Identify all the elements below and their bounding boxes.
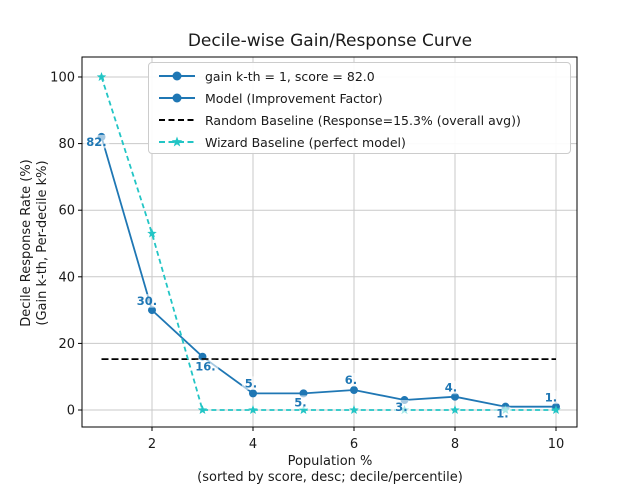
- data-label-bbox: [341, 373, 361, 387]
- wizard-baseline-line: [100, 76, 556, 411]
- data-label-bbox: [291, 395, 310, 409]
- data-label: 6.: [345, 373, 357, 387]
- data-point-marker: [248, 389, 257, 398]
- legend-row: Wizard Baseline (perfect model): [158, 131, 570, 153]
- star-marker: [197, 405, 208, 415]
- data-label: 5.: [294, 395, 306, 409]
- legend-sample-circle-icon: [159, 93, 195, 103]
- data-label-bbox: [83, 134, 110, 149]
- data-point-marker: [147, 306, 156, 315]
- y-axis-label-line2: (Gain k-th, Per-decile k%): [35, 160, 50, 326]
- y-tick-label: 0: [67, 404, 75, 419]
- y-axis-label-line1: Decile Response Rate (%): [19, 159, 34, 327]
- data-label: 82.: [86, 135, 106, 149]
- y-tick-label: 40: [58, 270, 75, 285]
- y-tick-label: 80: [58, 137, 75, 152]
- data-label-bbox: [541, 390, 561, 405]
- data-label: 3.: [395, 400, 407, 414]
- star-marker: [298, 405, 309, 415]
- legend-row: gain k-th = 1, score = 82.0: [158, 65, 570, 87]
- star-marker: [551, 405, 561, 415]
- y-tick-label: 100: [50, 70, 75, 85]
- x-tick-label: 10: [548, 437, 565, 452]
- legend: gain k-th = 1, score = 82.0 Model (Improv…: [148, 62, 571, 154]
- data-label-bbox: [441, 380, 461, 395]
- data-label-bbox: [493, 406, 512, 421]
- legend-row: Model (Improvement Factor): [158, 87, 570, 109]
- y-tick-label: 60: [58, 204, 75, 219]
- data-label: 1.: [496, 407, 508, 421]
- star-marker: [147, 228, 157, 238]
- legend-sample-star-icon: [159, 136, 195, 147]
- x-axis-label-line2: (sorted by score, desc; decile/percentil…: [197, 470, 463, 485]
- data-label-bbox: [392, 400, 411, 414]
- y-axis-label: Decile Response Rate (%) (Gain k-th, Per…: [19, 58, 53, 428]
- chart-title: Decile-wise Gain/Response Curve: [187, 31, 473, 51]
- data-label: 30.: [137, 294, 157, 308]
- x-tick-label: 6: [350, 437, 358, 452]
- legend-sample-circle-icon: [159, 71, 195, 81]
- data-label-bbox: [241, 376, 261, 390]
- x-axis-label: Population % (sorted by score, desc; dec…: [130, 454, 530, 486]
- axes-spines: [81, 56, 578, 428]
- data-label: 5.: [245, 376, 257, 390]
- star-marker: [248, 405, 258, 415]
- data-label: 1.: [545, 391, 557, 405]
- y-tick-label: 20: [58, 337, 75, 352]
- legend-label: Wizard Baseline (perfect model): [205, 134, 406, 150]
- data-point-marker: [450, 392, 459, 401]
- legend-sample-dashed-line-icon: [159, 119, 195, 121]
- legend-label: gain k-th = 1, score = 82.0: [205, 68, 375, 84]
- star-marker: [450, 405, 460, 415]
- model-line: [100, 136, 556, 408]
- star-marker: [349, 405, 359, 415]
- legend-label: Random Baseline (Response=15.3% (overall…: [205, 112, 521, 128]
- x-axis-label-line1: Population %: [287, 454, 373, 469]
- x-tick-label: 8: [451, 437, 459, 452]
- data-point-marker: [349, 386, 358, 395]
- data-label-bbox: [134, 294, 160, 308]
- x-tick-label: 2: [148, 437, 156, 452]
- data-label-bbox: [192, 359, 219, 374]
- legend-label: Model (Improvement Factor): [205, 90, 383, 106]
- legend-row: Random Baseline (Response=15.3% (overall…: [158, 109, 570, 131]
- x-tick-label: 4: [249, 437, 257, 452]
- star-marker: [96, 71, 107, 82]
- data-label: 16.: [195, 360, 215, 374]
- data-label: 4.: [445, 381, 457, 395]
